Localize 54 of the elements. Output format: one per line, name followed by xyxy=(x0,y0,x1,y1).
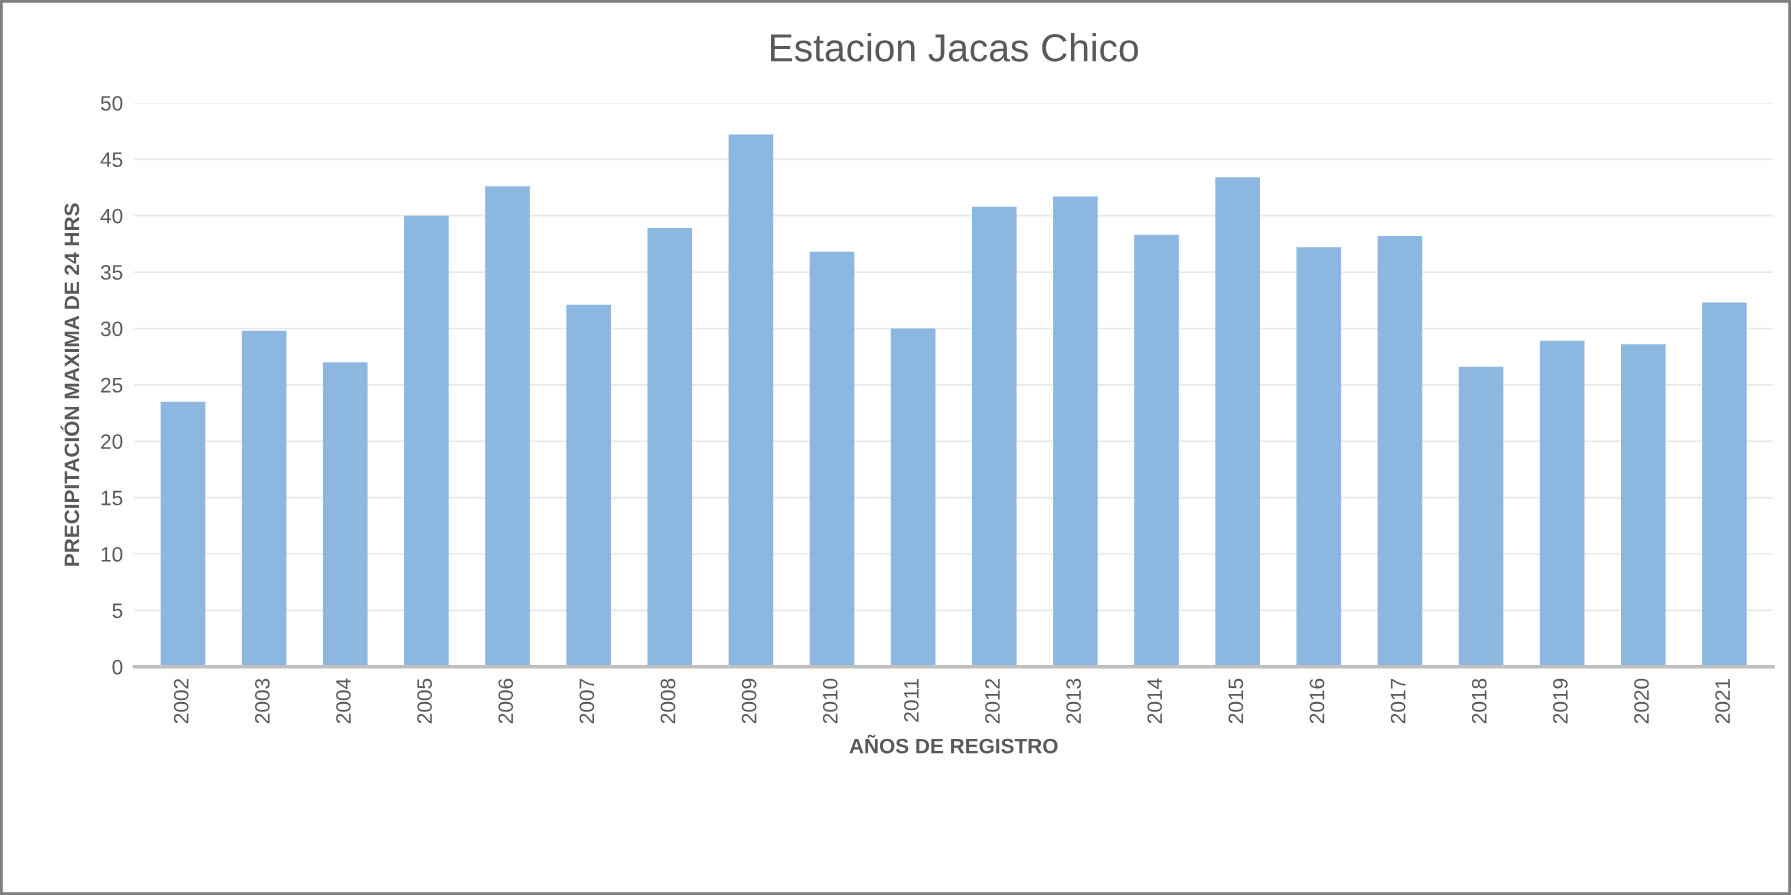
bar xyxy=(1620,344,1666,667)
x-tick-label: 2011 xyxy=(903,678,919,722)
bar xyxy=(485,186,530,667)
bar xyxy=(160,401,206,667)
x-tick-label: 2015 xyxy=(1228,678,1244,724)
x-tick-label: 2005 xyxy=(417,678,432,724)
bar xyxy=(241,330,287,667)
x-tick-label: 2020 xyxy=(1634,678,1649,724)
bar xyxy=(322,362,368,667)
x-tick-label: 2017 xyxy=(1390,678,1406,724)
chart-title: Estacion Jacas Chico xyxy=(771,33,1138,62)
x-axis-title: AÑOS DE REGISTRO xyxy=(849,734,1058,754)
bar xyxy=(1053,196,1098,667)
y-tick-label: 0 xyxy=(112,659,123,675)
y-tick-label: 25 xyxy=(101,377,123,393)
x-tick-label: 2016 xyxy=(1309,678,1325,724)
bar xyxy=(1215,177,1260,667)
bar xyxy=(971,206,1017,667)
x-tick-label: 2008 xyxy=(660,678,676,724)
x-tick-label: 2018 xyxy=(1471,678,1487,724)
bar xyxy=(890,328,936,667)
bar xyxy=(1296,247,1342,667)
x-tick-label: 2003 xyxy=(254,678,270,724)
bar xyxy=(1134,234,1179,667)
x-tick-label: 2019 xyxy=(1553,678,1568,724)
x-tick-label: 2012 xyxy=(985,678,1000,724)
x-tick-label: 2009 xyxy=(741,678,757,724)
x-tick-label: 2004 xyxy=(336,678,351,724)
y-tick-label: 20 xyxy=(101,434,123,449)
y-tick-label: 10 xyxy=(101,547,123,562)
bar xyxy=(1702,302,1747,667)
y-tick-label: 35 xyxy=(100,265,123,280)
bar xyxy=(1458,366,1504,667)
bar xyxy=(1377,235,1423,667)
bar xyxy=(1539,340,1585,667)
bar xyxy=(728,134,774,667)
x-tick-label: 2014 xyxy=(1147,678,1163,724)
y-tick-label: 50 xyxy=(100,95,123,111)
y-axis-title: PRECIPITACIÓN MAXIMA DE 24 HRS xyxy=(60,203,80,566)
bar xyxy=(809,251,855,667)
x-tick-label: 2013 xyxy=(1066,678,1081,724)
y-tick-label: 5 xyxy=(112,603,123,619)
x-tick-label: 2006 xyxy=(498,678,514,724)
bar xyxy=(566,304,611,667)
y-tick-label: 15 xyxy=(101,490,123,506)
y-tick-label: 30 xyxy=(100,321,123,337)
x-tick-label: 2010 xyxy=(822,678,838,724)
x-tick-label: 2007 xyxy=(579,678,595,724)
x-tick-label: 2002 xyxy=(173,678,189,724)
y-tick-label: 45 xyxy=(100,152,123,168)
bar xyxy=(404,215,449,667)
bar xyxy=(647,228,693,667)
x-tick-label: 2021 xyxy=(1715,678,1731,724)
y-tick-label: 40 xyxy=(100,208,123,224)
